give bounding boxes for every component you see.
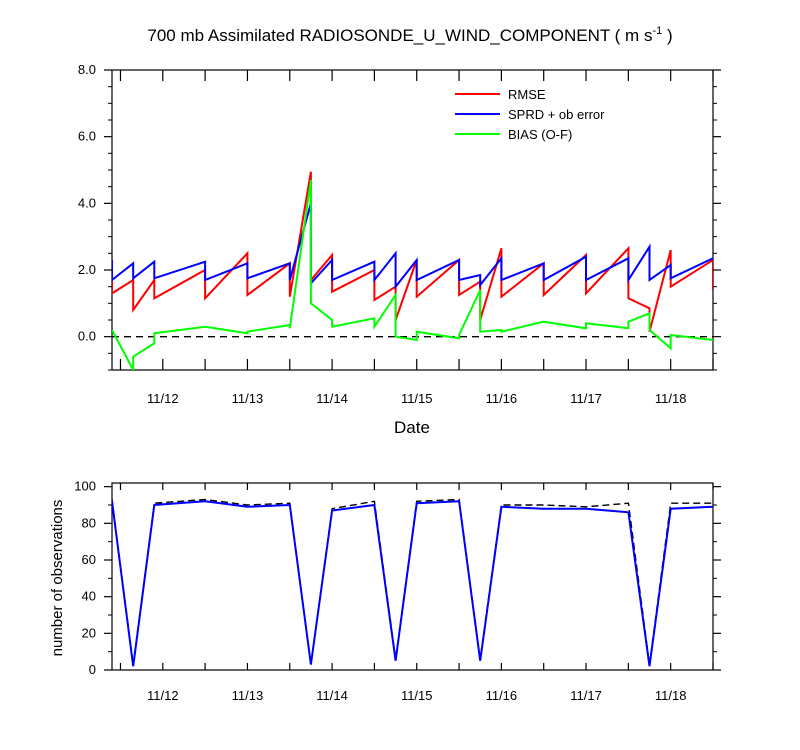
x-tick-label: 11/17 <box>570 688 602 703</box>
x-tick-label: 11/12 <box>147 391 179 406</box>
x-tick-label: 11/17 <box>570 391 602 406</box>
chart-title-superscript: -1 <box>652 25 662 37</box>
y-tick-label: 40 <box>82 589 96 604</box>
series-line-rmse <box>112 171 713 332</box>
chart-title-suffix: ) <box>662 26 672 45</box>
x-tick-label: 11/16 <box>486 688 518 703</box>
y-tick-label: 0 <box>89 662 96 677</box>
legend: RMSE SPRD + ob error BIAS (O-F) <box>455 87 605 142</box>
chart-title-main: 700 mb Assimilated RADIOSONDE_U_WIND_COM… <box>147 26 652 45</box>
x-tick-label: 11/18 <box>655 391 687 406</box>
y-tick-label: 2.0 <box>78 262 96 277</box>
y-tick-label: 20 <box>82 625 96 640</box>
y-tick-label: 8.0 <box>78 62 96 77</box>
legend-label: RMSE <box>508 87 546 102</box>
y-axis-label: number of observations <box>49 500 66 657</box>
series-line-possible <box>112 498 713 665</box>
y-tick-label: 60 <box>82 552 96 567</box>
plot-frame <box>111 69 714 371</box>
y-tick-label: 80 <box>82 515 96 530</box>
plot-frame <box>111 482 714 671</box>
y-tick-label: 100 <box>74 479 96 494</box>
top-series-group <box>112 171 713 370</box>
x-tick-label: 11/16 <box>486 391 518 406</box>
x-tick-label: 11/13 <box>232 688 264 703</box>
x-axis-label: Date <box>394 418 430 437</box>
observations-chart: 11/12 11/13 11/14 11/15 11/16 11/17 11/18 0 20 40… <box>49 479 721 703</box>
rmse-chart: 700 mb Assimilated RADIOSONDE_U_WIND_COM… <box>78 25 721 437</box>
x-tick-label: 11/12 <box>147 688 179 703</box>
x-tick-label: 11/14 <box>316 688 348 703</box>
x-tick-label: 11/13 <box>232 391 264 406</box>
legend-label: BIAS (O-F) <box>508 127 572 142</box>
bottom-axes: 11/12 11/13 11/14 11/15 11/16 11/17 11/18 0 20 40… <box>74 479 721 703</box>
x-tick-label: 11/15 <box>401 391 433 406</box>
x-tick-label: 11/14 <box>316 391 348 406</box>
series-line-sprd-ob-error <box>112 203 713 290</box>
top-axes: 11/12 11/13 11/14 11/15 11/16 11/17 11/18 0.0 2.… <box>78 62 721 406</box>
series-line-used <box>112 500 713 667</box>
y-tick-label: 4.0 <box>78 195 96 210</box>
legend-label: SPRD + ob error <box>508 107 605 122</box>
series-line-bias-o-f <box>112 179 713 370</box>
bottom-series-group <box>112 498 713 667</box>
y-tick-label: 6.0 <box>78 129 96 144</box>
x-tick-label: 11/15 <box>401 688 433 703</box>
y-tick-label: 0.0 <box>78 329 96 344</box>
x-tick-label: 11/18 <box>655 688 687 703</box>
chart-title: 700 mb Assimilated RADIOSONDE_U_WIND_COM… <box>147 25 672 45</box>
